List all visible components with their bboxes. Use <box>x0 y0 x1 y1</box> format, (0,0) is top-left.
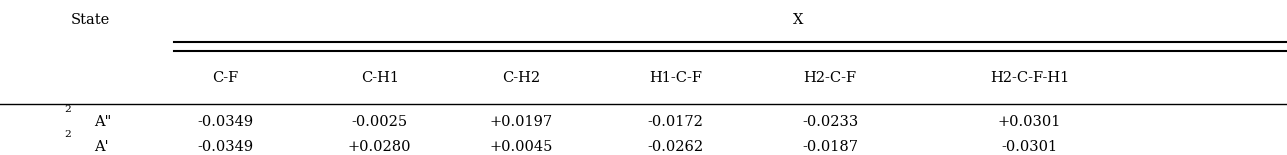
Text: -0.0349: -0.0349 <box>197 115 254 129</box>
Text: A': A' <box>94 140 108 154</box>
Text: H1-C-F: H1-C-F <box>649 71 703 84</box>
Text: -0.0349: -0.0349 <box>197 140 254 154</box>
Text: 2: 2 <box>64 105 71 114</box>
Text: A": A" <box>94 115 111 129</box>
Text: -0.0172: -0.0172 <box>647 115 704 129</box>
Text: -0.0187: -0.0187 <box>802 140 858 154</box>
Text: 2: 2 <box>64 130 71 139</box>
Text: H2-C-F-H1: H2-C-F-H1 <box>990 71 1069 84</box>
Text: H2-C-F: H2-C-F <box>803 71 857 84</box>
Text: +0.0280: +0.0280 <box>347 140 412 154</box>
Text: C-H2: C-H2 <box>502 71 541 84</box>
Text: -0.0301: -0.0301 <box>1001 140 1058 154</box>
Text: X: X <box>793 13 803 27</box>
Text: -0.0262: -0.0262 <box>647 140 704 154</box>
Text: State: State <box>71 13 109 27</box>
Text: -0.0233: -0.0233 <box>802 115 858 129</box>
Text: C-H1: C-H1 <box>360 71 399 84</box>
Text: +0.0301: +0.0301 <box>997 115 1062 129</box>
Text: -0.0025: -0.0025 <box>351 115 408 129</box>
Text: +0.0045: +0.0045 <box>489 140 553 154</box>
Text: +0.0197: +0.0197 <box>489 115 553 129</box>
Text: C-F: C-F <box>212 71 238 84</box>
